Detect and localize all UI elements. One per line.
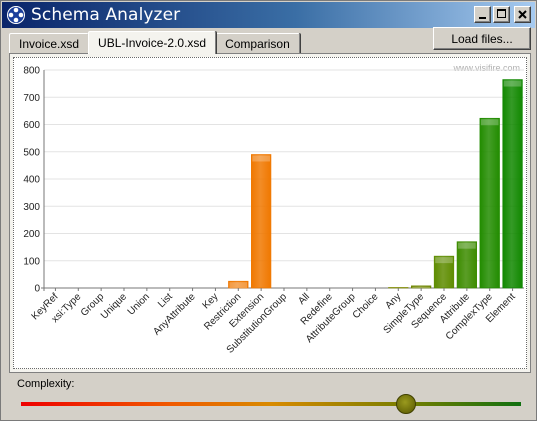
close-icon [518, 10, 527, 19]
bar-highlight [412, 286, 430, 288]
window-title: Schema Analyzer [31, 5, 181, 25]
chart-watermark[interactable]: www.visifire.com [453, 63, 520, 73]
maximize-button[interactable] [493, 6, 510, 23]
maximize-icon [497, 9, 506, 18]
bar-highlight [252, 155, 270, 162]
y-tick-label: 600 [23, 120, 40, 131]
bar-chart: 0100200300400500600700800KeyRefxsi:TypeG… [23, 66, 524, 356]
minimize-button[interactable] [474, 6, 491, 23]
bar-highlight [229, 282, 248, 288]
tab-content-panel: www.visifire.com 0 100 200 300 400 500 600 700 8… [9, 53, 531, 373]
minimize-icon [479, 17, 486, 19]
y-tick-label: 100 [23, 256, 40, 267]
y-tick-label: 800 [23, 66, 40, 77]
y-tick-label: 700 [23, 93, 40, 104]
bar-highlight [480, 119, 499, 126]
y-tick-label: 0 [34, 284, 40, 295]
close-button[interactable] [514, 6, 531, 23]
bar-element[interactable] [502, 79, 523, 289]
x-tick-label: All [296, 291, 312, 307]
x-tick-label: Choice [351, 291, 381, 321]
x-tick-label: List [156, 291, 175, 310]
y-tick-label: 400 [23, 175, 40, 186]
x-tick-label: AnyAttribute [151, 291, 198, 338]
complexity-slider-track[interactable] [21, 402, 521, 406]
bar-highlight [435, 257, 453, 264]
bar-highlight [503, 80, 522, 87]
y-tick-label: 200 [23, 229, 40, 240]
tab-strip: Invoice.xsd UBL-Invoice-2.0.xsd Comparis… [9, 31, 300, 54]
complexity-label: Complexity: [17, 378, 75, 390]
bar-complextype[interactable] [479, 117, 500, 289]
schema-analyzer-app-icon [7, 6, 25, 24]
title-bar[interactable]: Schema Analyzer [2, 2, 535, 28]
window-controls [474, 6, 531, 23]
tab-comparison[interactable]: Comparison [215, 33, 300, 54]
y-tick-label: 300 [23, 202, 40, 213]
complexity-slider-thumb[interactable] [396, 394, 416, 414]
load-files-button[interactable]: Load files... [433, 27, 531, 50]
x-tick-label: Union [126, 291, 152, 317]
chart-container: www.visifire.com 0 100 200 300 400 500 600 700 8… [13, 57, 527, 369]
complexity-slider[interactable] [21, 394, 521, 414]
x-tick-label: Unique [99, 291, 129, 321]
tab-ubl-invoice-xsd[interactable]: UBL-Invoice-2.0.xsd [88, 31, 217, 54]
bar-highlight [458, 242, 476, 249]
bar-extension[interactable] [251, 154, 272, 289]
y-tick-label: 500 [23, 147, 40, 158]
bar-any[interactable] [388, 287, 409, 289]
tab-invoice-xsd[interactable]: Invoice.xsd [9, 33, 90, 54]
